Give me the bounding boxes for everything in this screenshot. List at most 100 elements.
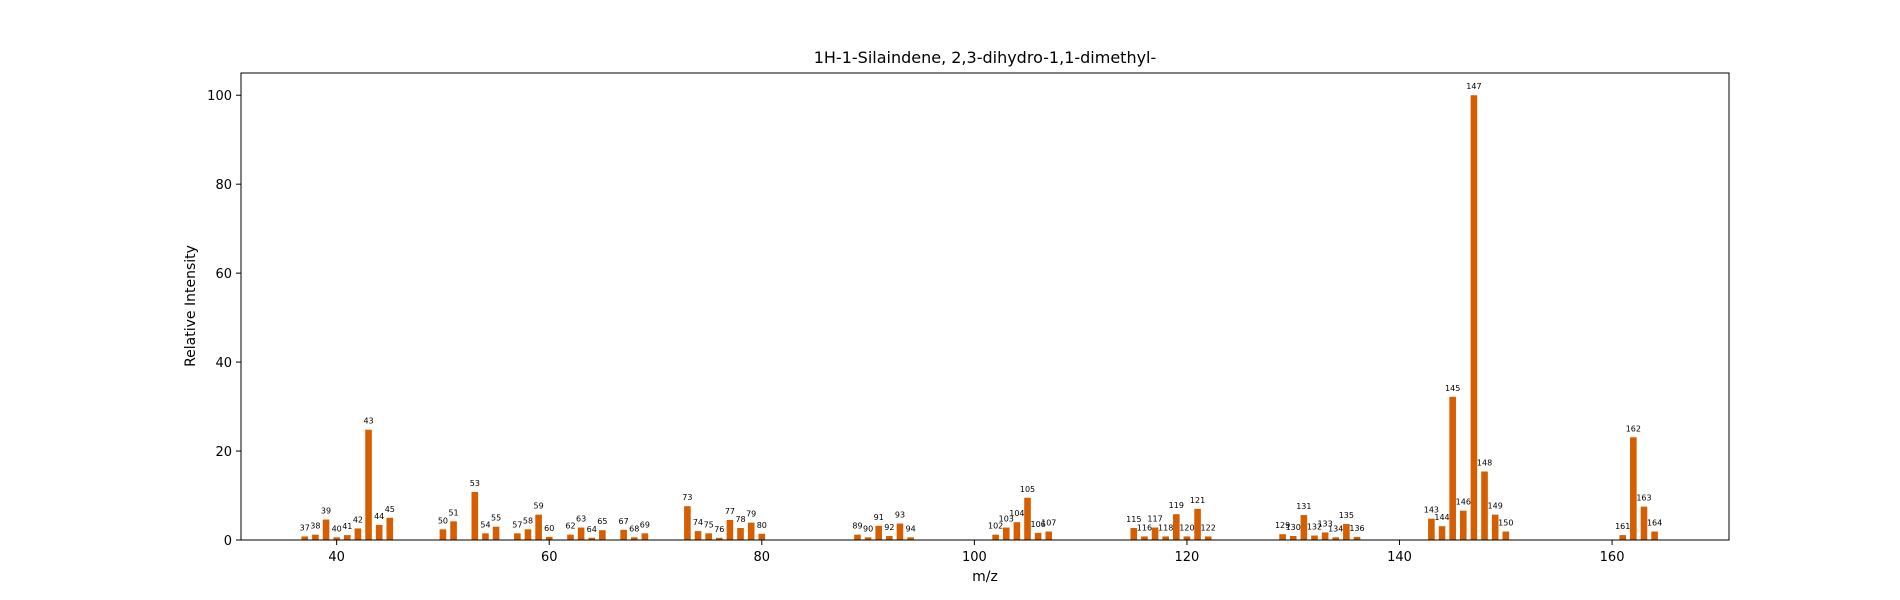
peak-bar-105: [1024, 497, 1031, 540]
peak-label-144: 144: [1434, 513, 1449, 522]
peak-label-64: 64: [587, 525, 597, 534]
peak-bar-43: [365, 429, 372, 540]
peak-bar-130: [1289, 536, 1297, 540]
peak-label-120: 120: [1179, 523, 1194, 532]
peak-label-57: 57: [512, 520, 522, 529]
peak-bar-74: [694, 531, 702, 540]
peak-label-118: 118: [1158, 523, 1173, 532]
peak-bar-53: [471, 491, 479, 540]
peak-label-89: 89: [852, 522, 862, 531]
x-tick-label-80: 80: [754, 550, 771, 565]
peak-bar-67: [620, 529, 627, 540]
peak-bar-79: [747, 522, 755, 540]
peak-label-63: 63: [576, 515, 586, 524]
peak-bar-38: [312, 534, 319, 540]
peak-bar-146: [1459, 510, 1467, 540]
peak-bar-119: [1173, 514, 1180, 540]
peak-bar-57: [514, 533, 521, 540]
peak-bar-94: [907, 537, 914, 540]
peak-bar-145: [1449, 396, 1456, 540]
peak-bar-40: [333, 537, 340, 540]
peak-bar-144: [1438, 526, 1446, 540]
x-axis-label: m/z: [972, 569, 998, 585]
peak-bar-149: [1491, 514, 1499, 540]
peak-label-62: 62: [565, 522, 575, 531]
y-tick-label-100: 100: [207, 89, 232, 104]
peak-bar-59: [535, 514, 542, 540]
peak-label-42: 42: [353, 515, 363, 524]
peak-label-103: 103: [999, 515, 1014, 524]
peak-label-54: 54: [480, 520, 490, 529]
x-tick-label-100: 100: [962, 550, 987, 565]
peak-bar-65: [599, 530, 606, 540]
peak-bar-143: [1428, 518, 1435, 540]
peak-bar-104: [1013, 522, 1021, 540]
peak-bar-164: [1651, 531, 1658, 540]
x-tick-label-40: 40: [328, 550, 345, 565]
peak-bar-77: [726, 519, 734, 540]
peak-bar-41: [343, 535, 351, 540]
peak-label-105: 105: [1020, 485, 1035, 494]
y-tick-label-0: 0: [224, 534, 232, 549]
x-tick-label-120: 120: [1175, 550, 1200, 565]
peak-label-150: 150: [1498, 519, 1513, 528]
peak-label-161: 161: [1615, 522, 1630, 531]
peak-bar-92: [886, 536, 893, 540]
peak-label-148: 148: [1477, 459, 1492, 468]
peak-bar-50: [439, 529, 447, 540]
peak-bar-148: [1481, 471, 1488, 540]
peak-bar-76: [715, 537, 723, 540]
peak-bar-117: [1151, 527, 1159, 540]
peak-label-129: 129: [1275, 521, 1290, 530]
y-axis: 0 20 40 60 80 100: [207, 89, 241, 549]
peak-bar-147: [1470, 95, 1478, 541]
peak-bar-150: [1502, 531, 1510, 540]
peak-label-115: 115: [1126, 515, 1141, 524]
peak-label-122: 122: [1201, 523, 1216, 532]
peak-bar-91: [875, 525, 883, 540]
peak-bar-133: [1321, 532, 1329, 540]
peak-label-135: 135: [1339, 511, 1354, 520]
peak-bar-75: [705, 533, 712, 540]
peak-label-162: 162: [1626, 424, 1641, 433]
peak-label-43: 43: [363, 417, 373, 426]
peak-label-116: 116: [1137, 523, 1152, 532]
peak-bar-55: [492, 526, 500, 540]
peak-label-117: 117: [1147, 515, 1162, 524]
peak-label-131: 131: [1296, 502, 1311, 511]
peak-bar-107: [1045, 531, 1053, 540]
peak-bar-162: [1630, 437, 1637, 540]
y-axis-label: Relative Intensity: [183, 245, 199, 367]
peak-bar-90: [864, 537, 872, 540]
x-tick-label-60: 60: [541, 550, 558, 565]
peak-label-78: 78: [735, 515, 745, 524]
peak-bar-122: [1204, 536, 1212, 540]
peak-label-133: 133: [1317, 519, 1332, 528]
peak-label-44: 44: [374, 512, 384, 521]
peak-bar-132: [1311, 535, 1318, 540]
peak-bar-102: [992, 534, 999, 540]
peak-bar-63: [577, 527, 585, 540]
peak-label-55: 55: [491, 514, 501, 523]
peak-bar-44: [375, 524, 383, 540]
peak-label-121: 121: [1190, 496, 1205, 505]
peak-bar-37: [301, 536, 309, 540]
peak-bar-39: [322, 519, 330, 540]
peak-label-67: 67: [619, 517, 629, 526]
peak-label-164: 164: [1647, 519, 1662, 528]
peak-bar-161: [1619, 535, 1627, 540]
peak-label-134: 134: [1328, 524, 1343, 533]
peak-bar-93: [896, 523, 904, 540]
peak-bar-120: [1183, 536, 1191, 540]
chart-title: 1H-1-Silaindene, 2,3-dihydro-1,1-dimethy…: [814, 48, 1157, 67]
peak-bar-51: [450, 521, 457, 540]
peak-label-37: 37: [300, 523, 310, 532]
peak-label-149: 149: [1488, 502, 1503, 511]
peak-label-65: 65: [597, 517, 607, 526]
x-tick-label-160: 160: [1600, 550, 1625, 565]
peak-label-146: 146: [1456, 498, 1471, 507]
peak-label-94: 94: [906, 524, 916, 533]
plot-frame: [240, 72, 1730, 541]
peak-bar-116: [1141, 536, 1148, 540]
